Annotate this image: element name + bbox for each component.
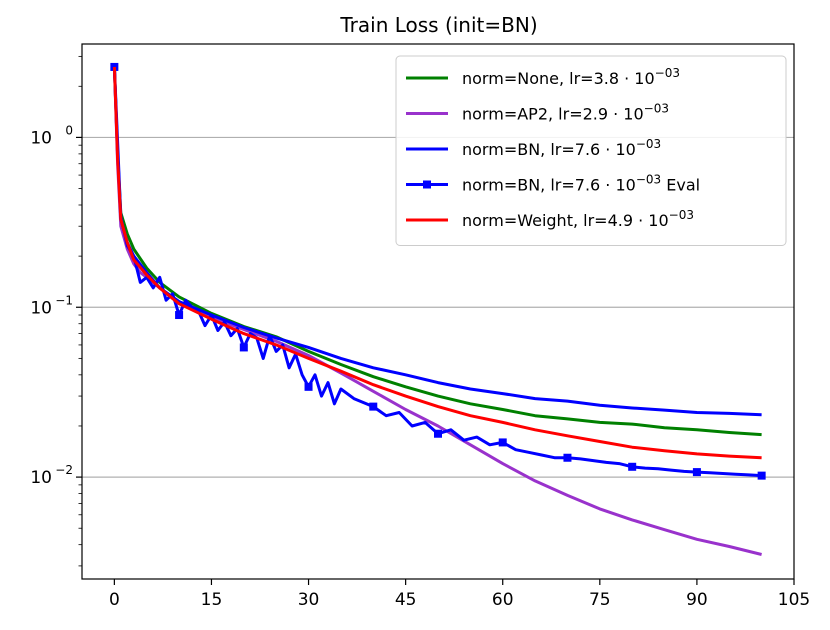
series-marker [692,468,701,477]
x-axis: 0 15 30 45 60 75 90 105 [109,579,810,610]
y-tick-exponent: −1 [55,293,73,307]
x-tick-label: 90 [686,590,708,610]
legend-label: norm=BN, lr=7.6 · 10−03 Eval [462,173,700,195]
legend-entry-3[interactable]: norm=BN, lr=7.6 · 10−03 Eval [406,173,700,195]
series-marker [563,453,572,462]
legend-entry-2[interactable]: norm=BN, lr=7.6 · 10−03 [406,137,661,159]
y-tick-label: 10 [30,128,52,148]
x-tick-label: 45 [395,590,417,610]
x-tick-label: 30 [298,590,320,610]
y-tick-exponent: 0 [65,123,73,137]
series-line-3 [112,66,762,478]
chart-title: Train Loss (init=BN) [339,13,537,37]
legend-marker [423,180,431,189]
legend-label: norm=Weight, lr=4.9 · 10−03 [462,208,694,230]
legend[interactable]: norm=None, lr=3.8 · 10−03 norm=AP2, lr=2.… [395,55,787,246]
legend-label: norm=BN, lr=7.6 · 10−03 [462,137,661,159]
legend-box [395,55,787,246]
x-tick-label: 105 [778,590,810,610]
legend-label: norm=None, lr=3.8 · 10−03 [462,66,680,88]
x-tick-label: 0 [109,590,120,610]
x-tick-label: 15 [201,590,223,610]
legend-entry-4[interactable]: norm=Weight, lr=4.9 · 10−03 [406,208,694,230]
y-tick-label: 10 [30,298,52,318]
y-tick-exponent: −2 [55,463,73,477]
series-layer [110,62,766,556]
series-marker [175,311,184,320]
series-marker [498,438,507,447]
plot-area-frame [81,43,795,580]
x-tick-label: 75 [589,590,611,610]
series-marker [757,471,766,480]
series-marker [369,402,378,411]
series-marker [304,382,313,391]
legend-entry-1[interactable]: norm=AP2, lr=2.9 · 10−03 [406,102,669,124]
series-line-0 [112,66,762,437]
x-tick-label: 60 [492,590,514,610]
legend-entry-0[interactable]: norm=None, lr=3.8 · 10−03 [406,66,680,88]
series-line-4 [112,66,762,460]
series-marker [239,343,248,352]
y-tick-label: 10 [30,468,52,488]
legend-label: norm=AP2, lr=2.9 · 10−03 [462,102,669,124]
series-marker [434,429,442,438]
series-marker [628,462,637,471]
